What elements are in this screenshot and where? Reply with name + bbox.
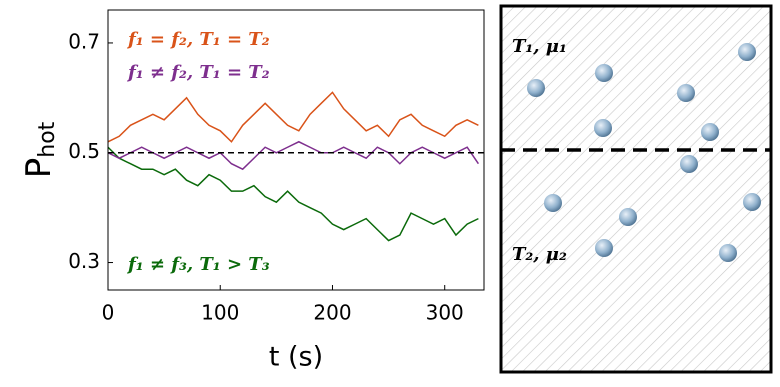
x-tick-label: 300 — [426, 301, 464, 325]
y-tick-label: 0.7 — [68, 29, 100, 53]
y-axis-label: Phot — [19, 121, 61, 178]
diagram: T₁, μ₁ T₂, μ₂ — [499, 4, 773, 374]
bottom-label: T₂, μ₂ — [512, 244, 567, 265]
top-label: T₁, μ₁ — [512, 36, 567, 57]
series-line — [107, 91, 479, 143]
y-axis-label-main: P — [19, 158, 59, 179]
x-tick-label: 200 — [313, 301, 351, 325]
series-line — [107, 140, 480, 171]
particles — [527, 43, 761, 262]
x-tick-label: 0 — [102, 301, 115, 325]
series-line — [107, 146, 479, 242]
legend-label: f₁ = f₂, T₁ = T₂ — [126, 29, 270, 50]
container — [499, 4, 773, 374]
legend-label: f₁ ≠ f₃, T₁ > T₃ — [126, 254, 270, 275]
y-tick-label: 0.3 — [68, 249, 100, 273]
plot-area — [108, 10, 484, 290]
y-axis-label-sub: hot — [35, 121, 60, 157]
x-axis-label: t (s) — [269, 342, 323, 373]
legend-label: f₁ ≠ f₂, T₁ = T₂ — [126, 62, 270, 83]
axes-frame — [107, 9, 485, 291]
y-tick-label: 0.5 — [68, 139, 100, 163]
x-tick-label: 100 — [201, 301, 239, 325]
